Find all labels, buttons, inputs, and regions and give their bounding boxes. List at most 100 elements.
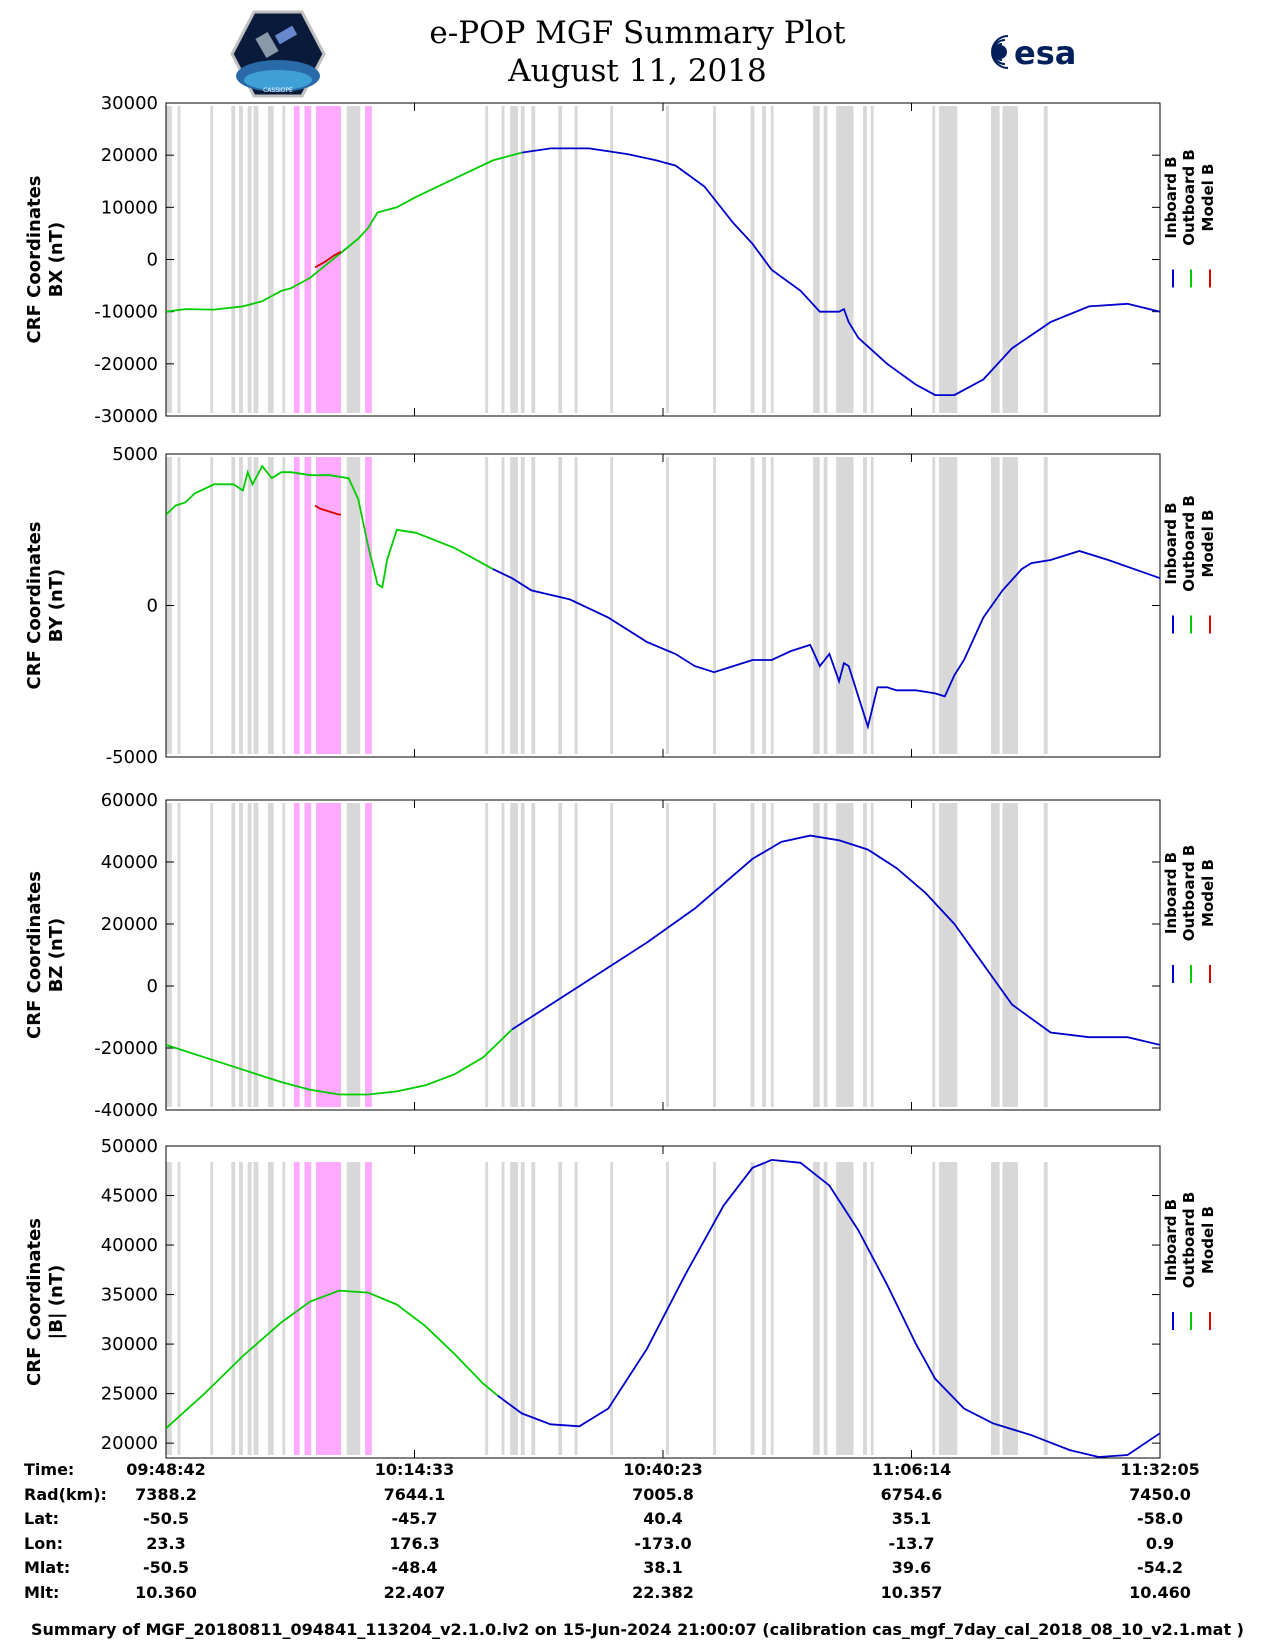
gray-shade-span	[210, 803, 214, 1107]
y-tick-label: 5000	[112, 444, 158, 465]
info-value: 6754.6	[880, 1484, 943, 1504]
y-tick-label: 50000	[101, 1136, 158, 1157]
gray-shade-span	[870, 457, 874, 754]
gray-shade-span	[520, 1162, 525, 1455]
gray-shade-span	[823, 1162, 828, 1455]
info-row: Rad(km): 7388.2 7644.1 7005.8 6754.6 7450.0	[0, 1485, 1275, 1509]
gray-shade-span	[750, 1162, 755, 1455]
y-tick-label: 0	[147, 596, 158, 617]
y-axis-label: BZ (nT)	[46, 918, 67, 993]
cassiope-logo: CASSIOPE	[230, 10, 326, 98]
gray-shade-span	[267, 457, 274, 754]
info-value: 7450.0	[1129, 1484, 1191, 1504]
magenta-shade-span	[315, 1162, 341, 1455]
gray-shade-span	[836, 457, 854, 754]
panel-2: -5000 0 5000 CRF Coordinates BY (nT) Inboard …	[24, 444, 1217, 768]
legend-entry-label: Inboard B	[1162, 502, 1180, 584]
info-row: Mlt: 10.360 22.407 22.382 10.357 10.460	[0, 1583, 1275, 1607]
gray-shade-span	[939, 457, 958, 754]
magenta-shade-span	[304, 1162, 312, 1455]
gray-shade-span	[558, 1162, 563, 1455]
legend-entry-label: Inboard B	[1162, 1199, 1180, 1281]
panel-3: -40000 -20000 0 20000 40000 60000 CRF Coordina…	[24, 790, 1217, 1121]
gray-shade-span	[750, 803, 755, 1107]
gray-shade-span	[177, 803, 181, 1107]
gray-shade-span	[177, 106, 181, 413]
gray-shade-span	[610, 1162, 614, 1455]
gray-shade-span	[750, 106, 755, 413]
gray-shade-span	[863, 457, 867, 754]
gray-shade-span	[282, 106, 286, 413]
series-line	[166, 1289, 499, 1429]
gray-shade-span	[870, 1162, 874, 1455]
y-tick-label: 60000	[101, 790, 158, 811]
gray-shade-span	[1002, 106, 1018, 413]
gray-shade-span	[520, 803, 525, 1107]
series-line	[166, 1028, 513, 1096]
gray-shade-span	[282, 1162, 286, 1455]
gray-shade-span	[863, 1162, 867, 1455]
gray-shade-span	[990, 457, 1000, 754]
gray-shade-span	[610, 106, 614, 413]
gray-shade-span	[870, 803, 874, 1107]
gray-shade-span	[231, 803, 236, 1107]
info-value: 10.357	[880, 1583, 943, 1602]
gray-shade-span	[762, 803, 766, 1107]
gray-shade-span	[558, 106, 563, 413]
title-line-1: e-POP MGF Summary Plot	[429, 15, 846, 51]
gray-shade-span	[253, 106, 259, 413]
gray-shade-span	[253, 457, 259, 754]
y-axis-label: BX (nT)	[46, 222, 67, 297]
gray-shade-span	[836, 106, 854, 413]
info-value: -50.5	[142, 1509, 190, 1529]
gray-shade-span	[823, 106, 828, 413]
gray-shade-span	[282, 457, 286, 754]
gray-shade-span	[823, 803, 828, 1107]
info-value: 7388.2	[135, 1484, 197, 1504]
legend-entry-label: Outboard B	[1180, 845, 1198, 942]
info-value: 22.382	[632, 1583, 694, 1602]
gray-shade-span	[485, 106, 489, 413]
gray-shade-span	[501, 803, 505, 1107]
legend: Inboard B Outboard B Model B	[1162, 149, 1217, 288]
y-tick-label: -40000	[94, 1100, 158, 1121]
series-line	[314, 250, 342, 269]
gray-shade-span	[253, 803, 259, 1107]
gray-shade-span	[501, 457, 505, 754]
gray-shade-span	[166, 1162, 172, 1455]
gray-shade-span	[346, 803, 361, 1107]
esa-logo-text: esa	[1014, 34, 1076, 72]
legend-entry-label: Model B	[1199, 1206, 1217, 1274]
legend-entry-label: Inboard B	[1162, 156, 1180, 238]
series-line	[521, 147, 1160, 397]
info-value: 10.460	[1129, 1583, 1191, 1602]
y-tick-label: 40000	[101, 852, 158, 873]
gray-shade-span	[762, 457, 766, 754]
gray-shade-span	[520, 457, 525, 754]
gray-shade-span	[1043, 803, 1048, 1107]
gray-shade-span	[713, 457, 716, 754]
info-value: 10.360	[135, 1583, 197, 1602]
info-value: -50.5	[142, 1558, 190, 1578]
gray-shade-span	[267, 106, 274, 413]
chart-title: e-POP MGF Summary Plot August 11, 2018	[0, 14, 1275, 90]
gray-shade-span	[247, 1162, 252, 1455]
y-axis-label: CRF Coordinates	[24, 1218, 45, 1386]
gray-shade-span	[558, 457, 563, 754]
series-line	[511, 834, 1160, 1046]
gray-shade-span	[990, 106, 1000, 413]
gray-shade-span	[531, 803, 536, 1107]
series-line	[492, 550, 1160, 731]
gray-shade-span	[713, 803, 716, 1107]
magenta-shade-span	[315, 803, 341, 1107]
y-axis-label: CRF Coordinates	[24, 522, 45, 690]
y-tick-label: 0	[147, 250, 158, 271]
info-value: 7644.1	[383, 1484, 446, 1504]
gray-shade-span	[939, 106, 958, 413]
gray-shade-span	[210, 457, 214, 754]
gray-shade-span	[813, 106, 820, 413]
gray-shade-span	[1002, 457, 1018, 754]
cassiope-logo-text: CASSIOPE	[263, 87, 293, 94]
gray-shade-span	[770, 803, 774, 1107]
